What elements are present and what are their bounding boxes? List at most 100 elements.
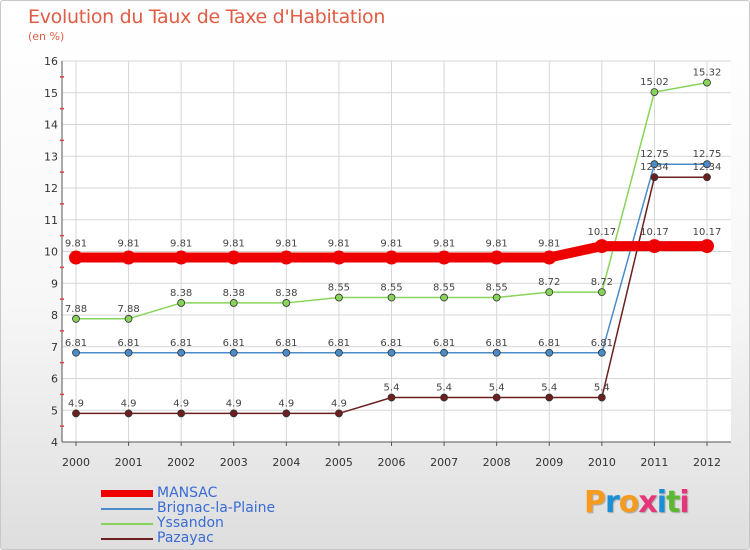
data-label: 8.38 (170, 288, 192, 299)
logo-letter: r (605, 485, 620, 520)
data-label: 6.81 (433, 338, 455, 349)
y-tick-label: 4 (51, 436, 58, 449)
data-point (124, 348, 133, 357)
data-label: 8.38 (275, 288, 297, 299)
y-tick-label: 8 (51, 309, 58, 322)
data-label: 8.38 (223, 288, 245, 299)
data-point (282, 409, 291, 418)
data-point (229, 299, 238, 307)
data-label: 5.4 (594, 383, 610, 394)
logo-letter: x (638, 485, 657, 520)
data-label: 6.81 (486, 338, 508, 349)
data-label: 4.9 (173, 398, 189, 409)
data-label: 6.81 (65, 338, 87, 349)
data-point (545, 288, 554, 297)
data-label: 6.81 (380, 338, 402, 349)
data-point (597, 288, 606, 297)
data-point (437, 250, 452, 265)
data-label: 6.81 (223, 338, 245, 349)
series-mansac: 9.81 9.81 9.81 9.81 9.81 9.81 9.81 9.81 9.81 9.81… (65, 227, 721, 265)
y-tick-label: 5 (51, 404, 58, 417)
data-point (492, 393, 501, 402)
y-tick-label: 9 (51, 277, 58, 290)
data-label: 6.81 (328, 338, 350, 349)
x-tick-label: 2009 (535, 456, 563, 469)
data-label: 12.75 (640, 149, 669, 160)
data-point (282, 299, 291, 307)
data-label: 9.81 (170, 239, 192, 250)
y-tick-label: 12 (44, 182, 58, 195)
x-tick-label: 2003 (220, 456, 248, 469)
data-point (331, 250, 346, 265)
logo-letter: P (584, 485, 606, 520)
data-point (335, 293, 343, 302)
data-label: 7.88 (117, 304, 139, 315)
legend-label: Yssandon (157, 515, 224, 531)
data-point (387, 348, 396, 357)
data-label: 8.55 (486, 283, 508, 294)
data-point (440, 348, 448, 357)
y-tick-label: 6 (51, 373, 58, 386)
data-point (647, 239, 662, 254)
data-label: 12.75 (693, 149, 722, 160)
x-tick-label: 2010 (588, 456, 616, 469)
data-label: 4.9 (278, 398, 294, 409)
data-label: 4.9 (226, 398, 242, 409)
x-tick-label: 2006 (378, 456, 406, 469)
data-label: 8.55 (433, 283, 455, 294)
y-tick-label: 16 (44, 55, 58, 68)
data-label: 4.9 (68, 398, 84, 409)
data-point (229, 409, 238, 418)
legend-label: Brignac-la-Plaine (157, 500, 276, 516)
x-tick-label: 2011 (640, 456, 668, 469)
data-point (229, 348, 238, 357)
data-point (335, 409, 343, 418)
data-point (279, 250, 294, 265)
data-point (650, 160, 659, 169)
data-point (597, 348, 606, 357)
series-pazayac: 4.9 4.9 4.9 4.9 4.9 4.9 5.4 5.4 5.4 5.4 5.4 12.34 12… (68, 162, 722, 418)
data-label: 5.4 (436, 383, 452, 394)
data-point (650, 173, 659, 182)
data-point (72, 348, 80, 357)
data-label: 8.72 (591, 277, 613, 288)
x-tick-label: 2000 (62, 456, 90, 469)
legend-swatch (101, 508, 153, 510)
data-label: 8.72 (538, 277, 560, 288)
data-label: 9.81 (117, 239, 139, 250)
data-point (703, 160, 711, 169)
data-point (72, 409, 80, 418)
data-point (650, 88, 659, 97)
data-point (387, 393, 396, 402)
data-point (282, 348, 291, 357)
data-point (597, 393, 606, 402)
data-label: 4.9 (121, 398, 137, 409)
x-tick-label: 2004 (272, 456, 300, 469)
data-point (440, 293, 448, 302)
x-tick-label: 2008 (483, 456, 511, 469)
data-label: 12.34 (693, 162, 722, 173)
y-tick-label: 15 (44, 87, 58, 100)
logo-letter: t (666, 485, 680, 520)
data-point (177, 299, 186, 307)
data-point (226, 250, 241, 265)
data-point (387, 293, 396, 302)
data-label: 15.02 (640, 77, 669, 88)
legend-swatch (101, 490, 153, 497)
data-point (700, 239, 714, 254)
data-label: 10.17 (588, 227, 617, 238)
data-point (492, 348, 501, 357)
data-label: 9.81 (328, 239, 350, 250)
data-label: 9.81 (275, 239, 297, 250)
data-point (542, 250, 557, 265)
data-label: 6.81 (170, 338, 192, 349)
series-yssandon: 7.88 7.88 8.38 8.38 8.38 8.55 8.55 8.55 8.55 8.72… (65, 68, 721, 323)
legend-swatch (101, 523, 153, 525)
logo-letter: i (679, 485, 689, 520)
data-point (124, 409, 133, 418)
data-point (177, 409, 186, 418)
data-label: 5.4 (384, 383, 400, 394)
data-point (545, 348, 554, 357)
